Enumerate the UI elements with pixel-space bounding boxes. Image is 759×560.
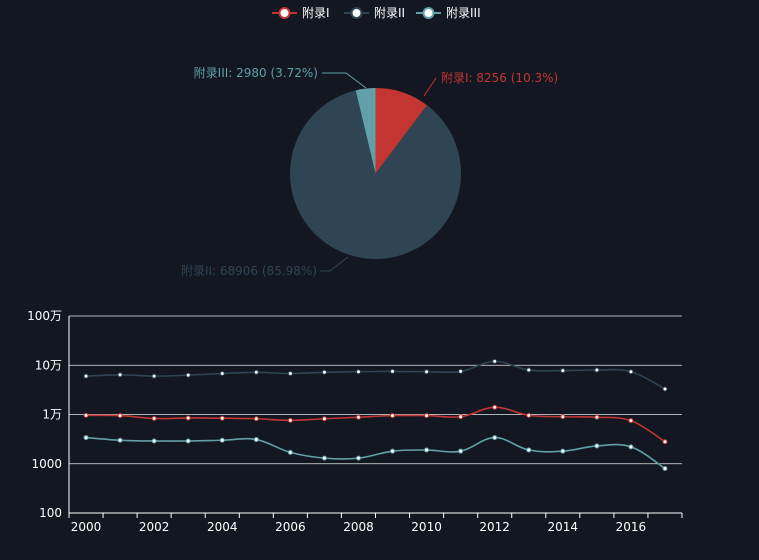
data-point (390, 448, 396, 454)
legend-item[interactable]: 附录I (272, 6, 330, 20)
pie-slice (355, 88, 376, 174)
pie-slice-label: 附录III: 2980 (3.72%) (194, 66, 318, 80)
data-point (253, 369, 259, 375)
x-tick-label: 2016 (616, 520, 647, 534)
x-tick-label: 2008 (343, 520, 374, 534)
series-line (85, 436, 666, 470)
data-point (458, 448, 464, 454)
data-point (458, 368, 464, 374)
line-series-1 (83, 404, 668, 445)
x-tick-label: 2010 (411, 520, 442, 534)
data-point (151, 373, 157, 379)
data-point (424, 447, 430, 453)
data-point (390, 413, 396, 419)
legend-label: 附录II (374, 6, 405, 20)
data-point (117, 372, 123, 378)
data-point (219, 370, 225, 376)
x-tick-label: 2012 (479, 520, 510, 534)
line-series-3 (83, 435, 668, 472)
legend-item[interactable]: 附录II (344, 6, 405, 20)
data-point (492, 358, 498, 364)
data-point (628, 369, 634, 375)
data-point (662, 466, 668, 472)
data-point (662, 386, 668, 392)
pie-label-line (322, 72, 367, 89)
x-tick-label: 2000 (71, 520, 102, 534)
data-point (117, 437, 123, 443)
series-line (85, 360, 666, 390)
data-point (185, 415, 191, 421)
data-point (219, 437, 225, 443)
data-point (355, 369, 361, 375)
pie-label-line (320, 256, 349, 272)
line-series-2 (83, 358, 668, 392)
pie-slice (375, 87, 428, 174)
data-point (83, 435, 89, 441)
data-point (628, 444, 634, 450)
data-point (185, 438, 191, 444)
data-point (458, 414, 464, 420)
data-point (662, 439, 668, 445)
pie-chart: 附录I: 8256 (10.3%) 附录II: 68906 (85.98%) 附录I… (181, 66, 558, 278)
data-point (594, 367, 600, 373)
legend-label: 附录III (446, 6, 481, 20)
data-point (287, 449, 293, 455)
data-point (560, 368, 566, 374)
data-point (492, 404, 498, 410)
line-chart-series (83, 358, 668, 472)
x-tick-label: 2006 (275, 520, 306, 534)
legend: 附录I 附录II 附录III (272, 6, 481, 20)
data-point (560, 448, 566, 454)
data-point (83, 412, 89, 418)
series-line (86, 406, 666, 443)
line-chart-grid (69, 315, 682, 514)
legend-marker (350, 7, 363, 19)
pie-slice-label: 附录II: 68906 (85.98%) (181, 264, 317, 278)
legend-marker (278, 7, 291, 19)
x-tick-label: 2004 (207, 520, 238, 534)
x-tick-label: 2014 (548, 520, 579, 534)
data-point (560, 414, 566, 420)
data-point (355, 455, 361, 461)
data-point (321, 369, 327, 375)
data-point (117, 413, 123, 419)
data-point (594, 443, 600, 449)
data-point (83, 373, 89, 379)
data-point (594, 414, 600, 420)
data-point (424, 413, 430, 419)
data-point (355, 414, 361, 420)
data-point (151, 438, 157, 444)
pie-slice (290, 90, 462, 259)
data-point (492, 435, 498, 441)
y-tick-label: 10万 (35, 358, 62, 372)
data-point (287, 370, 293, 376)
pie-label-line (423, 77, 437, 97)
data-point (253, 416, 259, 422)
y-tick-label: 100 (39, 506, 62, 520)
y-tick-label: 1000 (31, 457, 62, 471)
pie-slice-label: 附录I: 8256 (10.3%) (441, 71, 558, 85)
data-point (526, 447, 532, 453)
y-tick-label: 1万 (42, 408, 62, 422)
data-point (185, 372, 191, 378)
data-point (390, 368, 396, 374)
data-point (628, 418, 634, 424)
legend-label: 附录I (302, 6, 330, 20)
line-chart-axes: 100 1000 1万 10万 100万 2000 2002 2004 2006 2008 2010… (27, 309, 683, 534)
data-point (219, 415, 225, 421)
legend-marker (422, 7, 435, 19)
data-point (287, 417, 293, 423)
data-point (424, 369, 430, 375)
data-point (151, 415, 157, 421)
y-tick-label: 100万 (27, 309, 62, 323)
x-tick-label: 2002 (139, 520, 170, 534)
data-point (526, 412, 532, 418)
data-point (526, 367, 532, 373)
legend-item[interactable]: 附录III (416, 6, 481, 20)
data-point (321, 455, 327, 461)
data-point (321, 416, 327, 422)
data-point (253, 437, 259, 443)
